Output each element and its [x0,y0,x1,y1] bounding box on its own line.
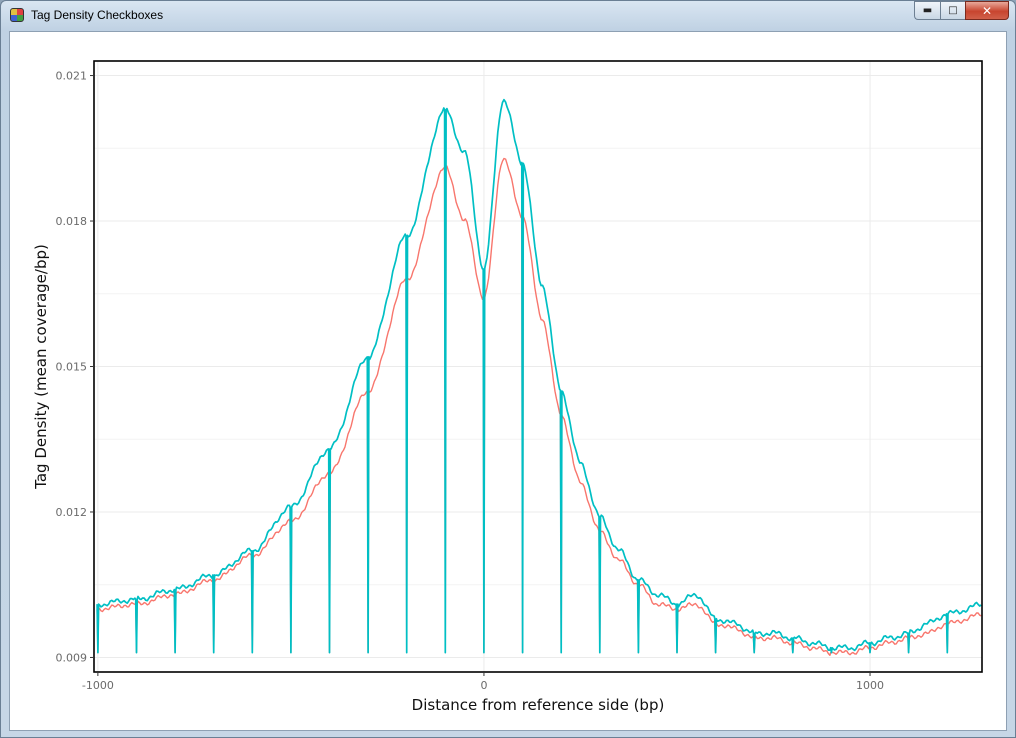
chart-panel: -1000 0 1000 0.009 0.012 0.015 0.018 0.021 Dis… [22,44,996,716]
x-axis: -1000 0 1000 [82,672,884,692]
series-line-2 [96,98,982,654]
x-axis-title: Distance from reference side (bp) [412,696,665,714]
app-cube-icon [10,8,24,22]
y-tick-label: 0.015 [56,361,88,374]
y-axis: 0.009 0.012 0.015 0.018 0.021 [56,70,94,664]
minimize-icon: ▬ [922,5,933,16]
grid-lines [94,61,982,672]
series-line-1 [96,157,982,656]
plot-viewport: -1000 0 1000 0.009 0.012 0.015 0.018 0.021 Dis… [9,31,1007,731]
tag-density-chart: -1000 0 1000 0.009 0.012 0.015 0.018 0.021 Dis… [32,60,983,714]
series-layer [96,98,982,656]
close-icon: ✕ [981,3,993,18]
y-tick-label: 0.021 [56,70,88,83]
maximize-icon: □ [948,5,958,16]
x-tick-label: -1000 [82,679,114,692]
y-tick-label: 0.018 [56,215,88,228]
window-controls: ▬ □ ✕ [914,1,1009,20]
maximize-button[interactable]: □ [940,1,965,20]
y-tick-label: 0.012 [56,506,88,519]
window-title: Tag Density Checkboxes [31,8,164,22]
close-button[interactable]: ✕ [965,1,1009,20]
x-tick-label: 1000 [856,679,884,692]
title-bar[interactable]: Tag Density Checkboxes ▬ □ ✕ [1,1,1015,31]
x-tick-label: 0 [480,679,487,692]
minimize-button[interactable]: ▬ [914,1,940,20]
y-axis-title: Tag Density (mean coverage/bp) [32,244,50,490]
y-tick-label: 0.009 [56,651,88,664]
